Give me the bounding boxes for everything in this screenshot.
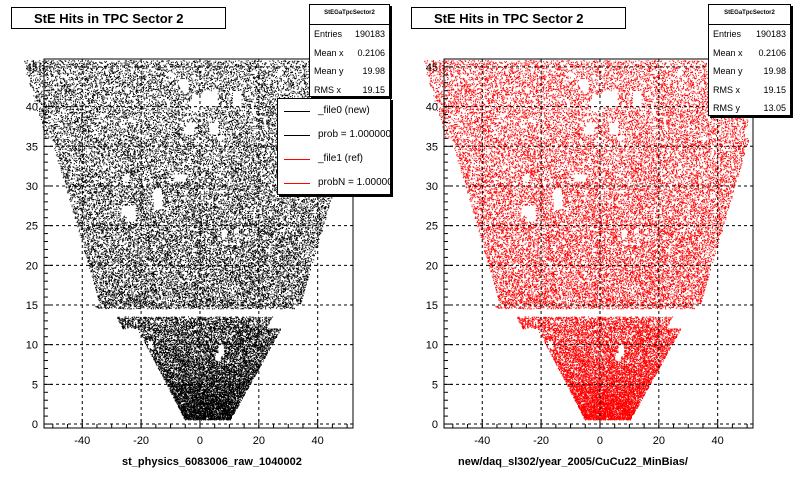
x-tick-label: -40 [74,435,90,447]
stats-value: 0.2106 [758,47,786,58]
y-tick-label: 20 [426,260,438,272]
y-tick-label: 30 [426,181,438,193]
x-tick-label: 20 [253,435,265,447]
y-tick-label: 35 [26,141,38,153]
y-tick-label: 5 [32,379,38,391]
stats-value: 19.98 [362,66,385,76]
legend-entry-probn: probN = 1.000000 [278,171,391,194]
stats-row: Mean x 0.2106 [709,44,790,63]
stats-value: 13.05 [763,103,786,113]
stats-value: 19.98 [763,66,786,76]
stats-row: RMS x 19.15 [310,81,389,100]
stats-label: Mean x [314,47,344,58]
left-hit-scatter-plot: -40 -20 0 20 40 0 5 10 15 20 25 30 35 40 45 [24,58,366,447]
left-plot-title: StE Hits in TPC Sector 2 [11,7,226,29]
legend-entry-file0: _file0 (new) [278,99,390,123]
stats-value: 190183 [354,29,385,39]
legend-label-file0: _file0 (new) [318,105,370,116]
y-tick-label: 20 [26,260,38,272]
stats-value: 190183 [755,29,786,39]
stats-row: Entries 190183 [709,25,790,44]
y-tick-label: 0 [432,419,438,431]
stats-row: Entries 190183 [310,25,389,44]
stats-value: 19.15 [763,84,786,95]
stats-value: 0.2106 [357,47,385,58]
x-tick-label: -20 [133,435,149,447]
y-tick-label: 10 [26,340,38,352]
x-tick-label: 0 [597,435,603,447]
plot-frame [43,58,354,429]
stats-label: RMS y [713,103,740,113]
right-plot-title-text: StE Hits in TPC Sector 2 [434,11,584,26]
x-tick-label: -20 [533,435,549,447]
legend-entry-prob: prob = 1.000000 [278,123,390,147]
legend-line-file1 [284,159,310,160]
stats-label: Mean y [314,66,344,76]
right-stats-name: StEGaTpcSector2 [709,5,790,25]
left-stats-rows: Entries 190183 Mean x 0.2106 Mean y 19.98 RMS … [310,25,389,99]
legend-label-probn: probN = 1.000000 [318,177,391,188]
stats-label: RMS x [314,84,341,95]
stats-label: Mean x [713,47,743,58]
right-stats-box: StEGaTpcSector2 Entries 190183 Mean x 0.210… [708,4,791,116]
right-stats-rows: Entries 190183 Mean x 0.2106 Mean y 19.98 RMS … [709,25,790,118]
legend-entry-file1: _file1 (ref) [278,147,390,171]
x-tick-label: -40 [474,435,490,447]
y-tick-label: 5 [432,379,438,391]
legend-box: _file0 (new) prob = 1.000000 _file1 (ref… [277,98,391,195]
left-x-axis-title: st_physics_6083006_raw_1040002 [122,456,302,468]
y-tick-label: 25 [26,221,38,233]
right-plot-title: StE Hits in TPC Sector 2 [411,7,626,29]
y-tick-label: 35 [426,141,438,153]
stats-row: Mean x 0.2106 [310,44,389,63]
right-pad: -40 -20 0 20 40 0 5 10 15 20 25 30 35 40 45 StE Hits i… [400,0,800,480]
legend-line-file0 [284,111,310,112]
left-plot-title-text: StE Hits in TPC Sector 2 [34,11,184,26]
stats-row: RMS y 13.05 [709,99,790,118]
stats-label: Mean y [713,66,743,76]
y-tick-label: 45 [26,62,38,74]
x-tick-label: 20 [653,435,665,447]
y-tick-label: 15 [426,300,438,312]
plot-frame [443,58,754,429]
y-tick-label: 10 [426,340,438,352]
y-tick-label: 40 [426,102,438,114]
stats-label: Entries [713,29,742,39]
y-tick-label: 30 [26,181,38,193]
right-hit-scatter-plot: -40 -20 0 20 40 0 5 10 15 20 25 30 35 40 45 [424,58,766,447]
y-tick-label: 25 [426,221,438,233]
left-stats-box: StEGaTpcSector2 Entries 190183 Mean x 0.210… [309,4,390,97]
right-x-axis-title: new/daq_sl302/year_2005/CuCu22_MinBias/ [458,456,688,468]
stats-value: 19.15 [362,84,385,95]
stats-row: Mean y 19.98 [709,62,790,81]
legend-label-file1: _file1 (ref) [318,153,364,164]
stats-row: Mean y 19.98 [310,62,389,81]
legend-line-probn [284,183,310,184]
x-tick-label: 0 [197,435,203,447]
legend-line-prob [284,135,310,136]
stats-row: RMS x 19.15 [709,81,790,100]
y-tick-label: 40 [26,102,38,114]
left-stats-name: StEGaTpcSector2 [310,5,389,25]
left-pad: -40 -20 0 20 40 0 5 10 15 20 25 30 35 40 45 StE Hits i… [11,4,391,468]
y-tick-label: 0 [32,419,38,431]
x-tick-label: 40 [312,435,324,447]
stats-label: RMS x [713,84,740,95]
stats-label: Entries [314,29,343,39]
x-tick-label: 40 [712,435,724,447]
y-tick-label: 15 [26,300,38,312]
legend-label-prob: prob = 1.000000 [318,129,391,140]
y-tick-label: 45 [426,62,438,74]
